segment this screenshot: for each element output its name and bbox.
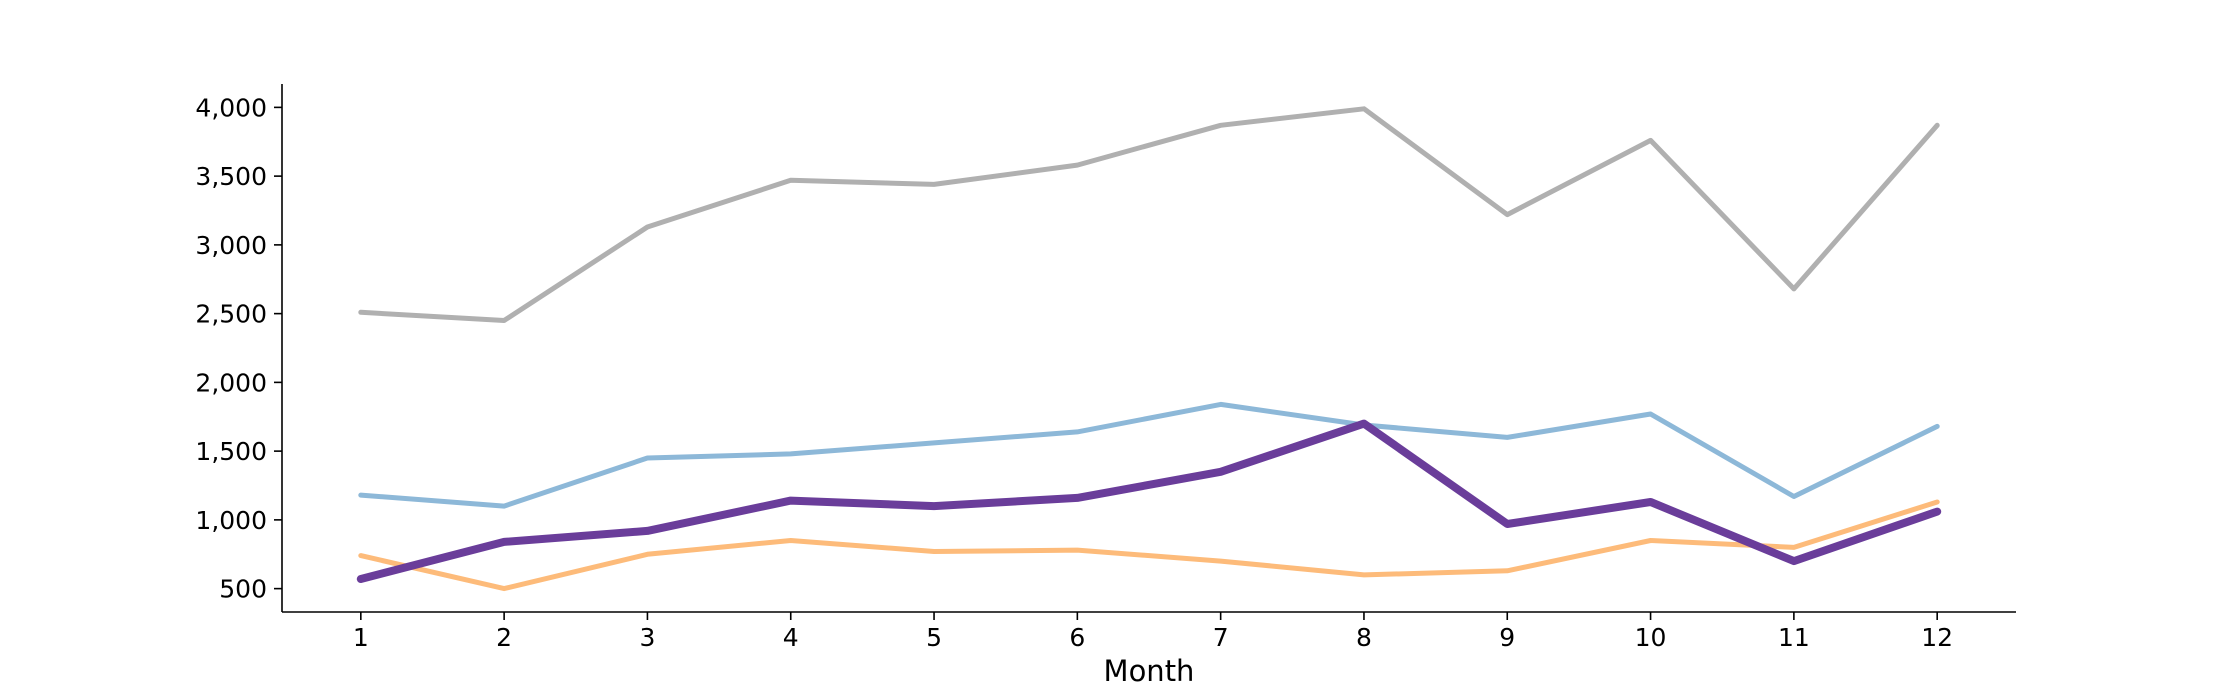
series-line-4 bbox=[356, 419, 1942, 583]
y-tick-label: 1,000 bbox=[195, 506, 267, 535]
y-tick-label: 2,000 bbox=[195, 368, 267, 397]
x-ticks: 1 2 3 4 5 6 7 8 9 10 11 12 bbox=[353, 612, 1953, 652]
x-tick-label: 4 bbox=[783, 623, 799, 652]
series-line-3 bbox=[358, 499, 1940, 592]
series-line-1 bbox=[358, 106, 1940, 323]
y-tick-label: 500 bbox=[219, 575, 267, 604]
y-tick-label: 2,500 bbox=[195, 300, 267, 329]
series-line-2 bbox=[358, 401, 1940, 509]
axes-layer bbox=[281, 84, 2016, 613]
x-tick-label: 7 bbox=[1213, 623, 1229, 652]
y-ticks: 500 1,000 1,500 2,000 2,500 3,000 3,500 4,000 bbox=[195, 93, 282, 604]
x-tick-label: 3 bbox=[639, 623, 655, 652]
x-tick-label: 10 bbox=[1635, 623, 1667, 652]
x-tick-label: 1 bbox=[353, 623, 369, 652]
x-tick-label: 5 bbox=[926, 623, 942, 652]
x-tick-label: 8 bbox=[1356, 623, 1372, 652]
x-tick-label: 12 bbox=[1921, 623, 1953, 652]
series-layer bbox=[356, 106, 1942, 592]
y-tick-label: 3,000 bbox=[195, 231, 267, 260]
y-tick-label: 4,000 bbox=[195, 93, 267, 122]
x-axis-title: Month bbox=[1104, 654, 1195, 688]
x-tick-label: 11 bbox=[1778, 623, 1810, 652]
x-tick-label: 6 bbox=[1069, 623, 1085, 652]
x-tick-label: 9 bbox=[1499, 623, 1515, 652]
y-tick-label: 3,500 bbox=[195, 162, 267, 191]
y-tick-label: 1,500 bbox=[195, 437, 267, 466]
x-tick-label: 2 bbox=[496, 623, 512, 652]
